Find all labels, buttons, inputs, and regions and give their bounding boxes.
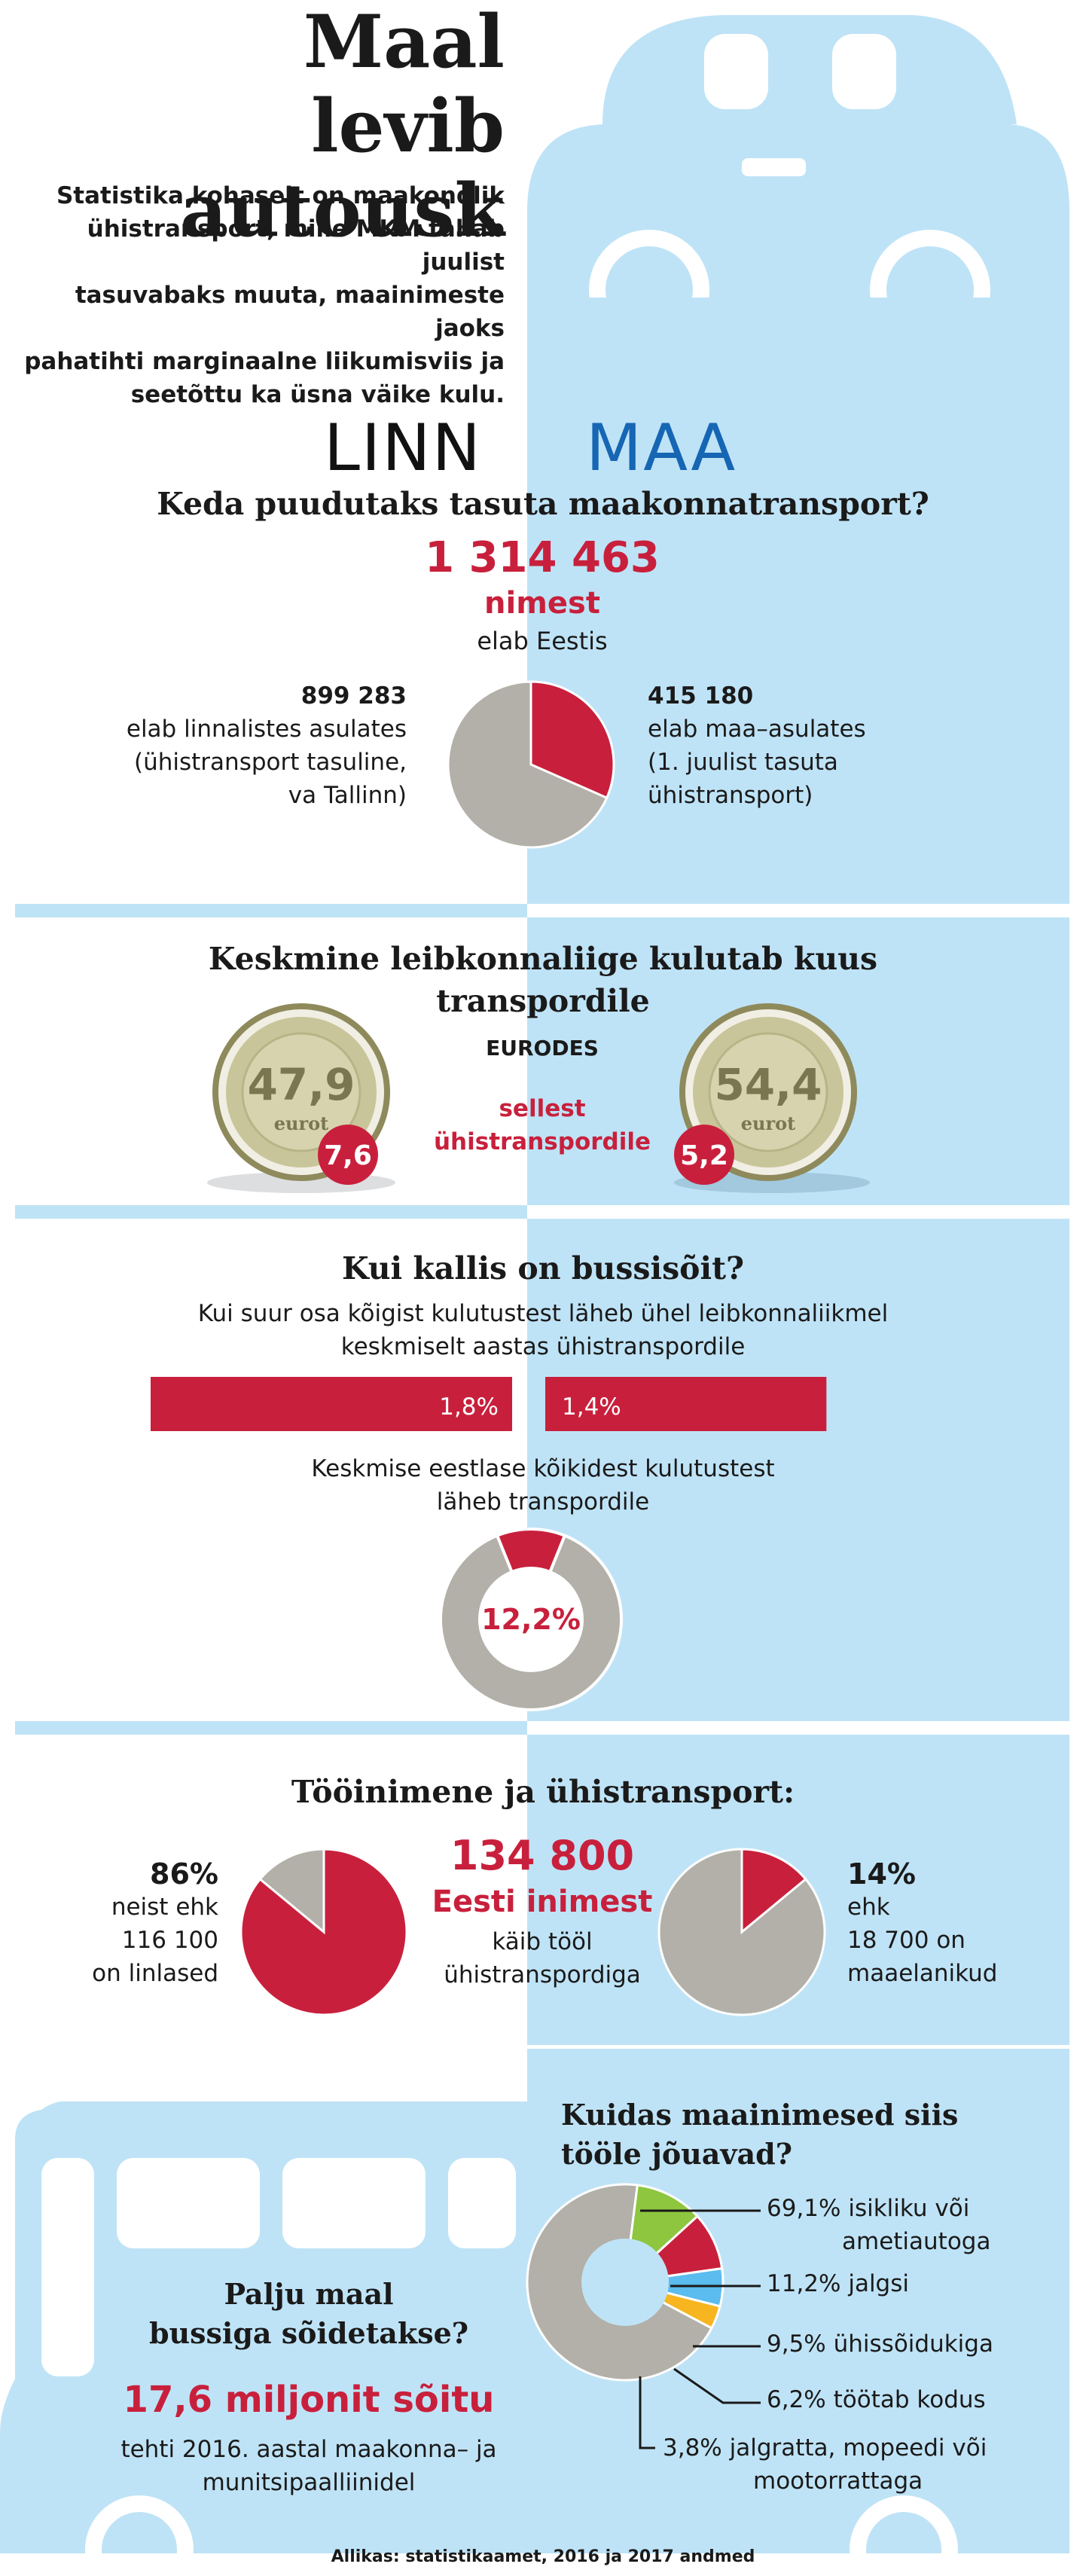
section1-total-unit: nimest bbox=[484, 586, 600, 621]
section1-total-caption: elab Eestis bbox=[477, 627, 608, 655]
section2-note: sellest ühistranspordile bbox=[433, 1095, 651, 1155]
section1-left-text: 899 283 elab linnalistes asulates (ühist… bbox=[30, 679, 407, 812]
bus-window-1 bbox=[41, 2158, 94, 2376]
section1-right-text: 415 180 elab maa–asulates (1. juulist ta… bbox=[648, 679, 1039, 812]
car-handle bbox=[742, 158, 806, 176]
pie-slice-city-workers bbox=[239, 1848, 408, 2016]
leader-line-home bbox=[673, 2367, 761, 2404]
divider-1-right bbox=[527, 904, 1069, 917]
coin-city-badge: 7,6 bbox=[324, 1140, 372, 1171]
section2-unit: EURODES bbox=[486, 1036, 599, 1061]
population-pie bbox=[447, 680, 615, 849]
commute-item-transit: 9,5% ühissõidukiga bbox=[767, 2330, 993, 2358]
bus-window-3 bbox=[282, 2158, 426, 2248]
car-window-left bbox=[704, 34, 768, 109]
coin-rural: 54,4 eurot 5,2 bbox=[674, 1003, 870, 1193]
section4-left-percent: 86% bbox=[150, 1857, 218, 1891]
intro-text: Statistika kohaselt on maakondlik ühistr… bbox=[24, 182, 505, 408]
pie-slice-rural-share bbox=[740, 1848, 807, 1935]
label-rural: MAA bbox=[586, 411, 737, 486]
section4-right-text: 14% ehk 18 700 on maaelanikud bbox=[847, 1857, 1058, 1990]
section4-center-text: käib tööl ühistranspordiga bbox=[444, 1928, 641, 1988]
pie-slice-rural-workers bbox=[258, 1848, 325, 1935]
transport-share-bars: 1,8% 1,4% bbox=[151, 1377, 827, 1431]
coin-city-value: 47,9 bbox=[247, 1059, 355, 1110]
section5-heading: Kuidas maainimesed siis tööle jõuavad? bbox=[561, 2098, 959, 2171]
donut-label: 12,2% bbox=[481, 1603, 581, 1636]
section1-left-number: 899 283 bbox=[300, 682, 407, 710]
rural-workers-pie bbox=[657, 1848, 826, 2016]
section6-text: tehti 2016. aastal maakonna– ja munitsip… bbox=[120, 2436, 497, 2496]
car-window-right bbox=[832, 34, 896, 109]
bar-city bbox=[151, 1377, 512, 1431]
section4-left-text: 86% neist ehk 116 100 on linlased bbox=[30, 1857, 218, 1990]
section1-total-number: 1 314 463 bbox=[425, 533, 660, 582]
bar-rural bbox=[545, 1377, 827, 1431]
section3-heading: Kui kallis on bussisõit? bbox=[341, 1250, 745, 1286]
commute-item-car: 69,1% isikliku või ametiautoga bbox=[767, 2195, 991, 2255]
divider-3-right bbox=[527, 1721, 1069, 1735]
commute-item-bike: 3,8% jalgratta, mopeedi või mootorrattag… bbox=[663, 2434, 987, 2495]
commute-donut-chart bbox=[526, 2183, 761, 2449]
section4-heading: Tööinimene ja ühistransport: bbox=[291, 1774, 795, 1810]
section4-right-percent: 14% bbox=[847, 1857, 916, 1891]
commute-item-home: 6,2% töötab kodus bbox=[767, 2386, 986, 2413]
coin-rural-value: 54,4 bbox=[714, 1059, 822, 1110]
bus-window-4 bbox=[448, 2158, 516, 2248]
transport-donut: 12,2% bbox=[439, 1528, 623, 1711]
city-workers-pie bbox=[239, 1848, 408, 2016]
bus-window-2 bbox=[117, 2158, 260, 2248]
title-line-1: Maal bbox=[303, 0, 505, 84]
source-note: Allikas: statistikaamet, 2016 ja 2017 an… bbox=[331, 2547, 755, 2566]
section6-heading: Palju maal bussiga sõidetakse? bbox=[148, 2277, 469, 2350]
coin-city: 47,9 eurot 7,6 bbox=[207, 1003, 395, 1193]
section4-center-number: 134 800 bbox=[450, 1832, 635, 1879]
section6-big: 17,6 miljonit sõitu bbox=[123, 2379, 495, 2421]
coin-rural-unit: eurot bbox=[741, 1113, 795, 1134]
coin-city-unit: eurot bbox=[274, 1113, 328, 1134]
leader-line-bike bbox=[639, 2376, 655, 2449]
section3-donut-caption: Keskmise eestlase kõikidest kulutustest … bbox=[311, 1455, 775, 1515]
section2-heading: Keskmine leibkonnaliige kulutab kuus tra… bbox=[208, 941, 878, 1019]
section4-center-unit: Eesti inimest bbox=[432, 1885, 653, 1919]
pie-slice-city-share bbox=[657, 1848, 826, 2016]
label-city: LINN bbox=[324, 411, 482, 486]
car-roof bbox=[602, 15, 1017, 124]
coin-rural-badge: 5,2 bbox=[680, 1140, 728, 1171]
bar-city-label: 1,8% bbox=[439, 1393, 499, 1421]
section1-right-number: 415 180 bbox=[648, 682, 754, 710]
pie-slice-rural bbox=[529, 680, 615, 800]
pie-slice-city bbox=[447, 680, 609, 849]
divider-2-right bbox=[527, 1205, 1069, 1219]
section3-subheading: Kui suur osa kõigist kulutustest läheb ü… bbox=[197, 1300, 889, 1360]
bar-rural-label: 1,4% bbox=[562, 1393, 621, 1421]
commute-item-walk: 11,2% jalgsi bbox=[767, 2270, 909, 2297]
section1-heading: Keda puudutaks tasuta maakonnatransport? bbox=[157, 486, 929, 522]
title-line-2: levib autousk bbox=[180, 84, 505, 253]
